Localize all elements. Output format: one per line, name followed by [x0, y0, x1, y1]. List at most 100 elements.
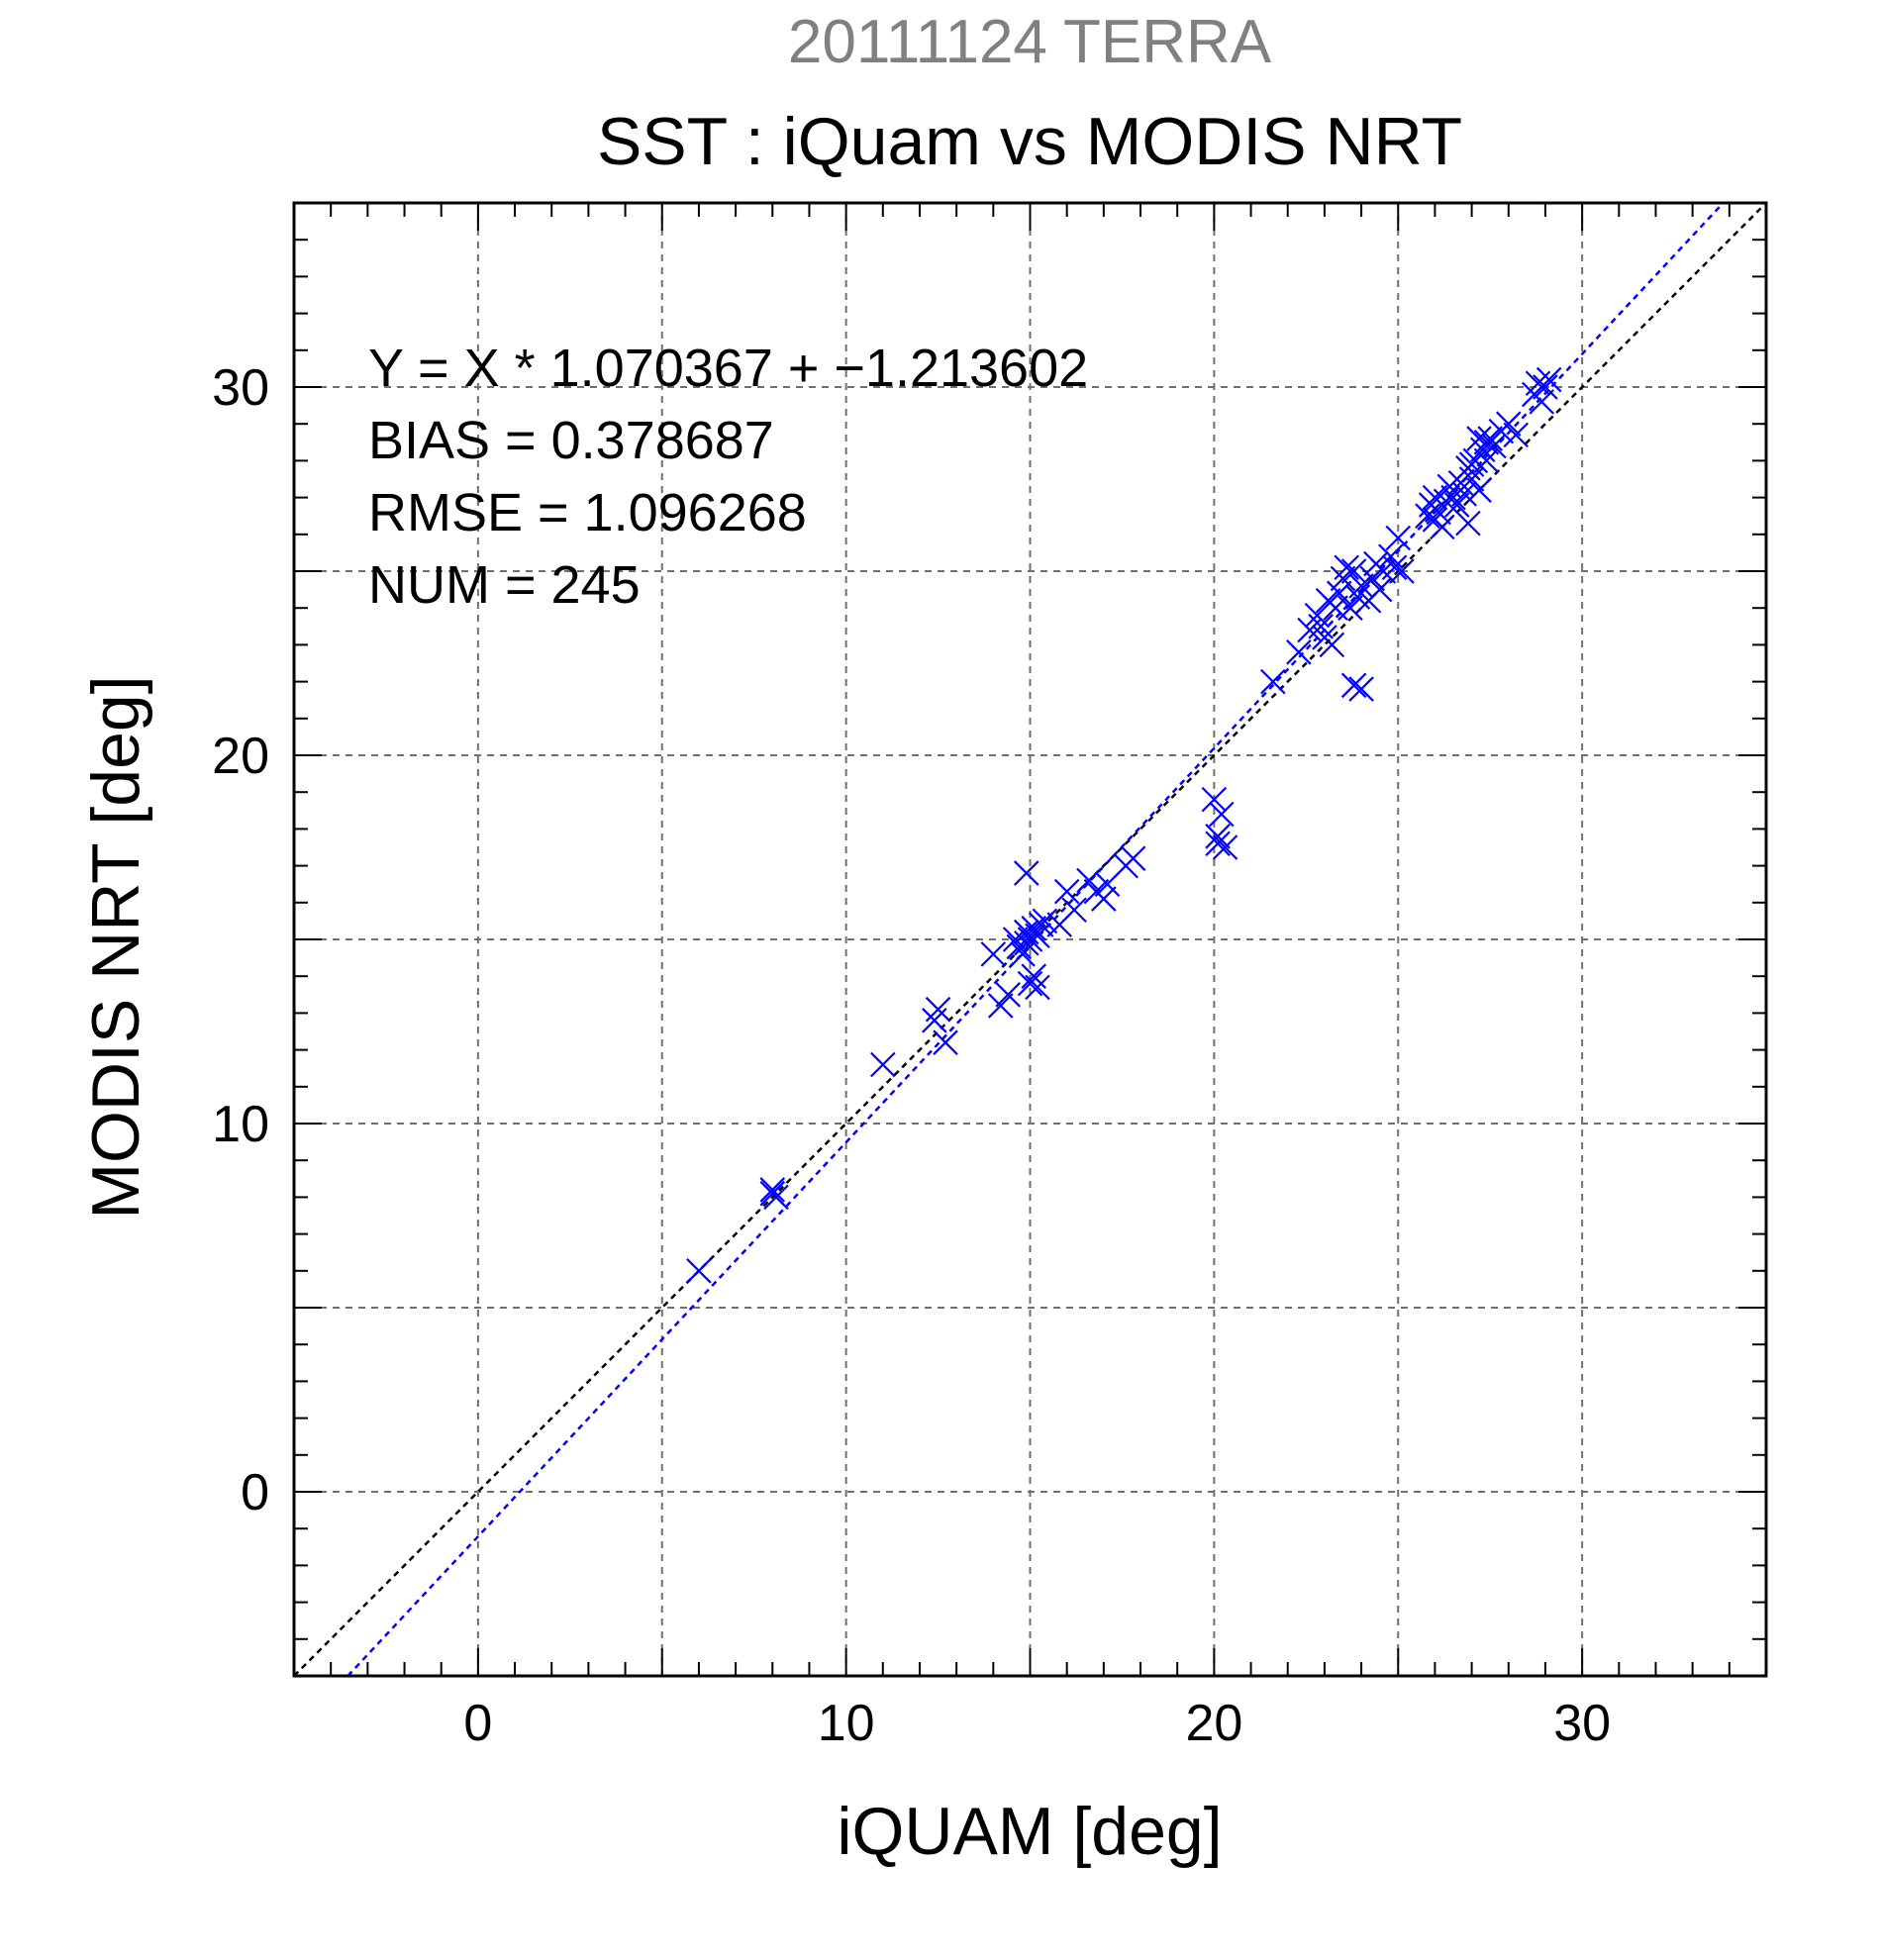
data-point-stroke	[1061, 897, 1087, 924]
data-point-stroke	[933, 1029, 958, 1055]
data-point-stroke	[870, 1051, 896, 1078]
data-point-stroke	[1385, 525, 1412, 551]
y-tick-label: 20	[212, 728, 269, 785]
data-point-stroke	[1006, 933, 1033, 960]
data-point	[1389, 558, 1415, 584]
data-point	[1334, 554, 1359, 581]
x-axis-label: iQUAM [deg]	[837, 1794, 1222, 1869]
x-tick-label: 10	[818, 1695, 875, 1752]
data-point-stroke	[1340, 672, 1367, 699]
data-point	[925, 996, 951, 1023]
data-point	[1451, 481, 1477, 507]
data-point	[1209, 801, 1235, 828]
data-point	[980, 941, 1007, 967]
data-point-stroke	[1455, 510, 1481, 537]
data-point-stroke	[1319, 632, 1345, 658]
annotation-equation: Y = X * 1.070367 + −1.213602	[368, 339, 1088, 398]
data-point	[1481, 433, 1507, 459]
data-point	[1021, 916, 1046, 941]
data-point-stroke	[1205, 824, 1231, 849]
plot-frame	[292, 201, 1768, 1678]
chart-subtitle: SST : iQuam vs MODIS NRT	[597, 104, 1462, 179]
data-point	[686, 1258, 712, 1284]
data-point	[1340, 672, 1367, 699]
data-point-stroke	[1433, 488, 1459, 515]
data-point-stroke	[1308, 614, 1334, 639]
data-point	[1326, 580, 1352, 607]
annotation-bias: BIAS = 0.378687	[368, 411, 774, 470]
data-point	[1319, 632, 1345, 658]
data-point-stroke	[1503, 422, 1529, 448]
data-point	[1455, 510, 1481, 537]
y-tick-label: 30	[212, 359, 269, 417]
data-point-stroke	[995, 982, 1021, 1008]
data-point	[1529, 389, 1555, 415]
data-point	[1473, 430, 1500, 455]
data-point-stroke	[1481, 433, 1507, 459]
data-point-stroke	[1120, 845, 1146, 871]
annotation-num: NUM = 245	[368, 555, 641, 615]
data-point-stroke	[1348, 676, 1374, 702]
data-point-stroke	[759, 1177, 786, 1203]
y-axis-label: MODIS NRT [deg]	[78, 675, 153, 1219]
grid	[294, 203, 1766, 1676]
data-point	[1053, 878, 1080, 905]
data-point	[987, 993, 1014, 1019]
data-point	[1061, 897, 1087, 924]
data-point-stroke	[1286, 639, 1312, 665]
data-point	[1381, 554, 1408, 581]
data-point-stroke	[925, 996, 951, 1023]
data-point	[870, 1051, 896, 1078]
data-point	[1340, 558, 1367, 584]
data-point-stroke	[1212, 834, 1238, 860]
data-point-stroke	[1495, 411, 1522, 437]
data-point-stroke	[1529, 389, 1555, 415]
identity-line	[293, 202, 1767, 1677]
data-point-stroke	[1021, 916, 1046, 941]
data-point	[1458, 451, 1485, 477]
data-point-stroke	[1014, 930, 1040, 956]
data-point-stroke	[1032, 908, 1058, 934]
x-tick-label: 20	[1185, 1695, 1242, 1752]
data-point	[1025, 974, 1050, 1001]
data-point-stroke	[1017, 970, 1043, 997]
data-point-stroke	[1473, 447, 1500, 474]
data-point	[1503, 422, 1529, 448]
data-point	[1430, 514, 1455, 540]
data-point	[1473, 447, 1500, 474]
data-point-stroke	[1389, 558, 1415, 584]
data-point-stroke	[987, 993, 1014, 1019]
y-tick-label: 10	[212, 1096, 269, 1153]
data-point-stroke	[1209, 801, 1235, 828]
data-point-stroke	[1205, 831, 1231, 857]
tick-labels: 0 10 20 30 0 10 20 30	[212, 359, 1611, 1752]
data-point	[995, 982, 1021, 1008]
data-point-stroke	[1304, 602, 1331, 629]
data-point	[1014, 860, 1040, 886]
data-point-stroke	[1025, 974, 1050, 1001]
data-point	[1348, 676, 1374, 702]
data-point-stroke	[1422, 484, 1448, 511]
data-point-stroke	[1091, 886, 1117, 912]
x-tick-label: 0	[463, 1695, 492, 1752]
data-point-stroke	[1021, 963, 1046, 989]
data-point	[1032, 908, 1058, 934]
data-point-stroke	[686, 1258, 712, 1284]
data-point-stroke	[1458, 451, 1485, 477]
data-point	[1466, 477, 1492, 503]
data-point	[1286, 639, 1312, 665]
data-point	[1385, 525, 1412, 551]
y-tick-label: 0	[241, 1464, 269, 1521]
data-point	[759, 1177, 786, 1203]
data-point	[1006, 933, 1033, 960]
data-point-stroke	[1443, 492, 1470, 518]
data-point	[1359, 565, 1386, 592]
data-point-stroke	[1334, 554, 1359, 581]
data-point-stroke	[1014, 860, 1040, 886]
data-point-stroke	[980, 941, 1007, 967]
data-point-stroke	[1466, 426, 1492, 451]
data-point	[1201, 786, 1228, 813]
data-point-stroke	[1359, 565, 1386, 592]
data-point-stroke	[1053, 878, 1080, 905]
